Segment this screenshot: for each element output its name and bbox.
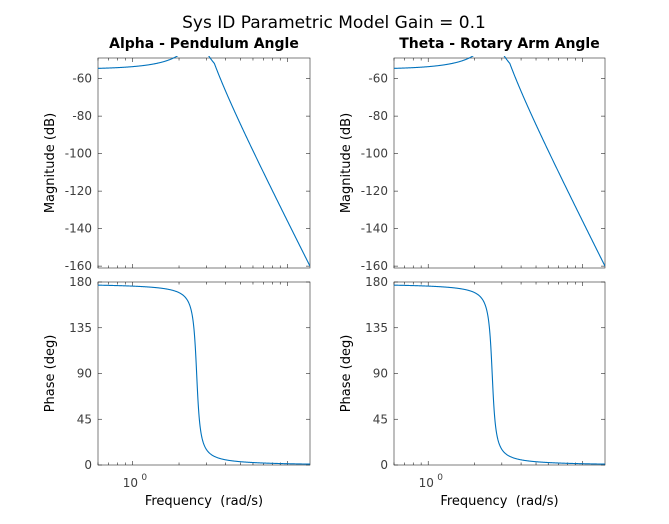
series-line-magnitude [394,56,605,267]
ytick-label: -120 [361,184,388,198]
y-axis-label: Magnitude (dB) [339,113,354,213]
ytick-label: 180 [69,275,92,289]
ytick-label: -60 [368,72,388,86]
ytick-label: 135 [69,321,92,335]
ytick-label: -160 [65,259,92,273]
panel-magnitude-left: -60 -80 -100 -120 -140 -160 Magnitude (dB) Alph… [43,36,311,273]
ytick-label: -120 [65,184,92,198]
xtick-label-exponent: 0 [141,473,147,483]
y-axis-label: Phase (deg) [43,335,58,413]
axes-frame [393,281,606,466]
y-axis-label: Phase (deg) [339,335,354,413]
ytick-label: 0 [84,458,92,472]
ytick-label: -100 [361,147,388,161]
y-axis-label: Magnitude (dB) [43,113,58,213]
ytick-label: -80 [368,109,388,123]
ytick-label: -140 [65,222,92,236]
xtick-label-base: 10 [123,476,138,490]
series-line-phase [98,284,310,465]
ytick-label: 180 [365,275,388,289]
ytick-label: -80 [72,109,92,123]
ytick-label: 45 [77,412,92,426]
ytick-label: -60 [72,72,92,86]
x-axis-label: Frequency (rad/s) [440,494,558,509]
ytick-label: 90 [373,367,388,381]
panel-title: Theta - Rotary Arm Angle [399,36,599,52]
ytick-label: -100 [65,147,92,161]
axes-frame [97,281,311,466]
xtick-label-exponent: 0 [437,473,443,483]
ytick-label: -160 [361,259,388,273]
ytick-label: -140 [361,222,388,236]
series-line-phase [394,284,605,465]
ytick-label: 45 [373,412,388,426]
x-axis-label: Frequency (rad/s) [145,494,263,509]
ytick-label: 90 [77,367,92,381]
panel-magnitude-right: -60 -80 -100 -120 -140 -160 Magnitude (dB) Thet… [339,36,606,273]
ytick-label: 0 [380,458,388,472]
series-line-magnitude [98,56,310,267]
figure-title: Sys ID Parametric Model Gain = 0.1 [182,13,486,33]
xtick-label-base: 10 [419,476,434,490]
ytick-label: 135 [365,321,388,335]
axes-frame [97,57,311,269]
panel-title: Alpha - Pendulum Angle [109,36,299,52]
axes-frame [393,57,606,269]
